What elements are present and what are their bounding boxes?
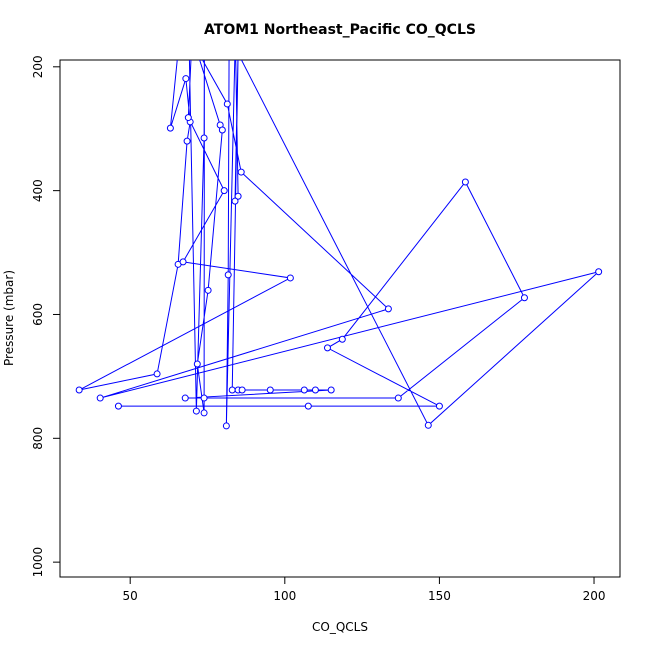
data-point — [327, 386, 335, 394]
data-point — [300, 386, 308, 394]
data-point — [186, 33, 192, 39]
x-tick-label: 150 — [428, 589, 451, 603]
data-point — [304, 402, 312, 410]
data-point — [394, 394, 402, 402]
data-point — [224, 271, 232, 279]
data-point — [193, 360, 201, 368]
x-tick-label: 50 — [123, 589, 138, 603]
data-point — [189, 33, 195, 39]
plot-frame — [59, 59, 621, 578]
data-point — [153, 370, 161, 378]
data-point — [323, 344, 331, 352]
data-point — [384, 305, 392, 313]
data-point — [424, 421, 432, 429]
data-point — [182, 75, 190, 83]
data-point — [311, 386, 319, 394]
y-tick-label: 1000 — [31, 547, 45, 578]
data-point — [238, 386, 246, 394]
data-point — [179, 258, 187, 266]
data-point — [595, 268, 603, 276]
y-tick-label: 800 — [31, 427, 45, 450]
data-point — [75, 386, 83, 394]
data-point — [204, 286, 212, 294]
data-point — [237, 168, 245, 176]
x-tick-label: 200 — [583, 589, 606, 603]
data-point — [266, 386, 274, 394]
chart-title: ATOM1 Northeast_Pacific CO_QCLS — [204, 22, 476, 38]
data-point — [200, 134, 208, 142]
data-point — [228, 386, 236, 394]
data-point — [96, 394, 104, 402]
data-point — [192, 407, 200, 415]
data-point — [200, 394, 208, 402]
data-point — [223, 100, 231, 108]
data-point — [218, 126, 226, 134]
data-point — [222, 422, 230, 430]
data-point — [114, 402, 122, 410]
y-axis-label: Pressure (mbar) — [2, 270, 16, 366]
y-tick-label: 400 — [31, 179, 45, 202]
data-point — [338, 335, 346, 343]
data-point — [231, 197, 239, 205]
data-point — [181, 394, 189, 402]
data-line — [78, 60, 599, 427]
y-tick-label: 200 — [31, 55, 45, 78]
data-point — [520, 294, 528, 302]
data-point — [200, 409, 208, 417]
data-point — [177, 33, 183, 39]
data-point — [461, 178, 469, 186]
plot-area — [75, 33, 603, 430]
y-tick-label: 600 — [31, 303, 45, 326]
data-point — [286, 274, 294, 282]
data-point — [184, 114, 192, 122]
x-axis-label: CO_QCLS — [312, 620, 368, 634]
data-point — [220, 187, 228, 195]
data-point — [435, 402, 443, 410]
data-point — [166, 124, 174, 132]
x-tick-label: 100 — [273, 589, 296, 603]
data-point — [234, 192, 242, 200]
data-point — [183, 137, 191, 145]
